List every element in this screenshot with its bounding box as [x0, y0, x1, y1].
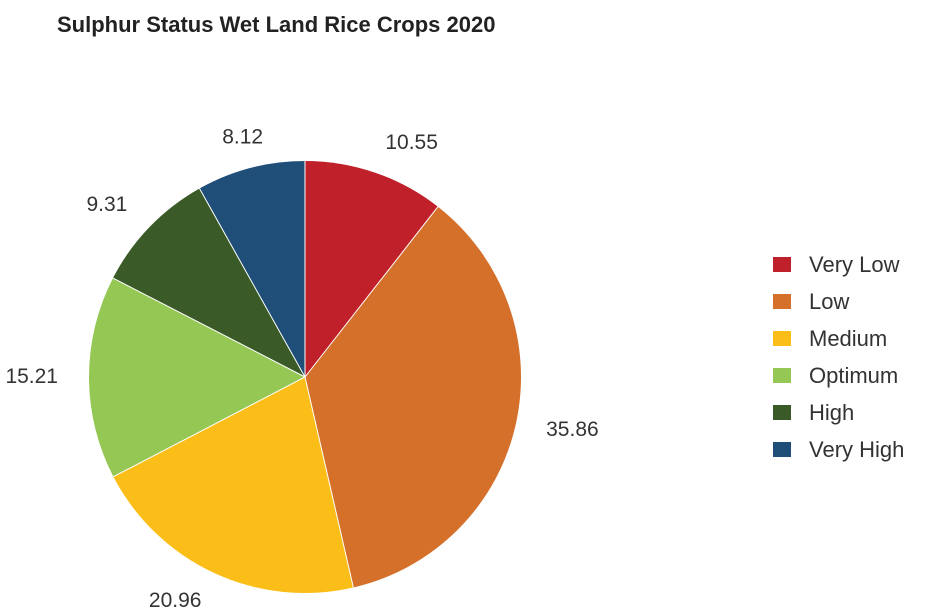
pie-slice-high [112, 188, 306, 377]
slice-separator [112, 277, 306, 378]
legend-swatch [773, 257, 791, 272]
legend-item-low: Low [773, 283, 904, 320]
legend-item-very-high: Very High [773, 431, 904, 468]
legend-label: High [809, 399, 855, 425]
legend-swatch [773, 294, 791, 309]
legend-label: Low [809, 288, 850, 314]
slice-separator [113, 376, 306, 478]
pie-slice-optimum [88, 278, 305, 477]
legend-label: Optimum [809, 362, 899, 388]
data-label-medium: 20.96 [149, 589, 202, 612]
data-label-high: 9.31 [86, 193, 127, 216]
pie-slice-very-high [199, 161, 305, 377]
slice-separator [304, 206, 439, 378]
legend-swatch [773, 368, 791, 383]
legend-item-medium: Medium [773, 320, 904, 357]
pie-slice-very-low [305, 161, 438, 377]
legend-swatch [773, 405, 791, 420]
legend-swatch [773, 442, 791, 457]
legend-item-very-low: Very Low [773, 246, 904, 283]
data-label-low: 35.86 [546, 418, 599, 441]
legend-label: Very Low [809, 251, 900, 277]
legend-swatch [773, 331, 791, 346]
chart-title: Sulphur Status Wet Land Rice Crops 2020 [57, 12, 496, 37]
legend: Very Low Low Medium Optimum High Very High [773, 246, 904, 468]
slice-separator [304, 376, 354, 588]
pie-slice-low [305, 206, 521, 588]
legend-label: Very High [809, 436, 905, 462]
data-label-optimum: 15.21 [5, 365, 58, 388]
data-label-very-low: 10.55 [385, 131, 438, 154]
data-label-very-high: 8.12 [222, 126, 263, 149]
pie-slices [88, 161, 521, 593]
pie-slice-medium [113, 377, 354, 593]
legend-item-high: High [773, 394, 904, 431]
pie-labels: 10.55 35.86 20.96 15.21 9.31 8.12 [5, 126, 598, 612]
legend-label: Medium [809, 325, 888, 351]
legend-item-optimum: Optimum [773, 357, 904, 394]
slice-separator [199, 188, 306, 378]
